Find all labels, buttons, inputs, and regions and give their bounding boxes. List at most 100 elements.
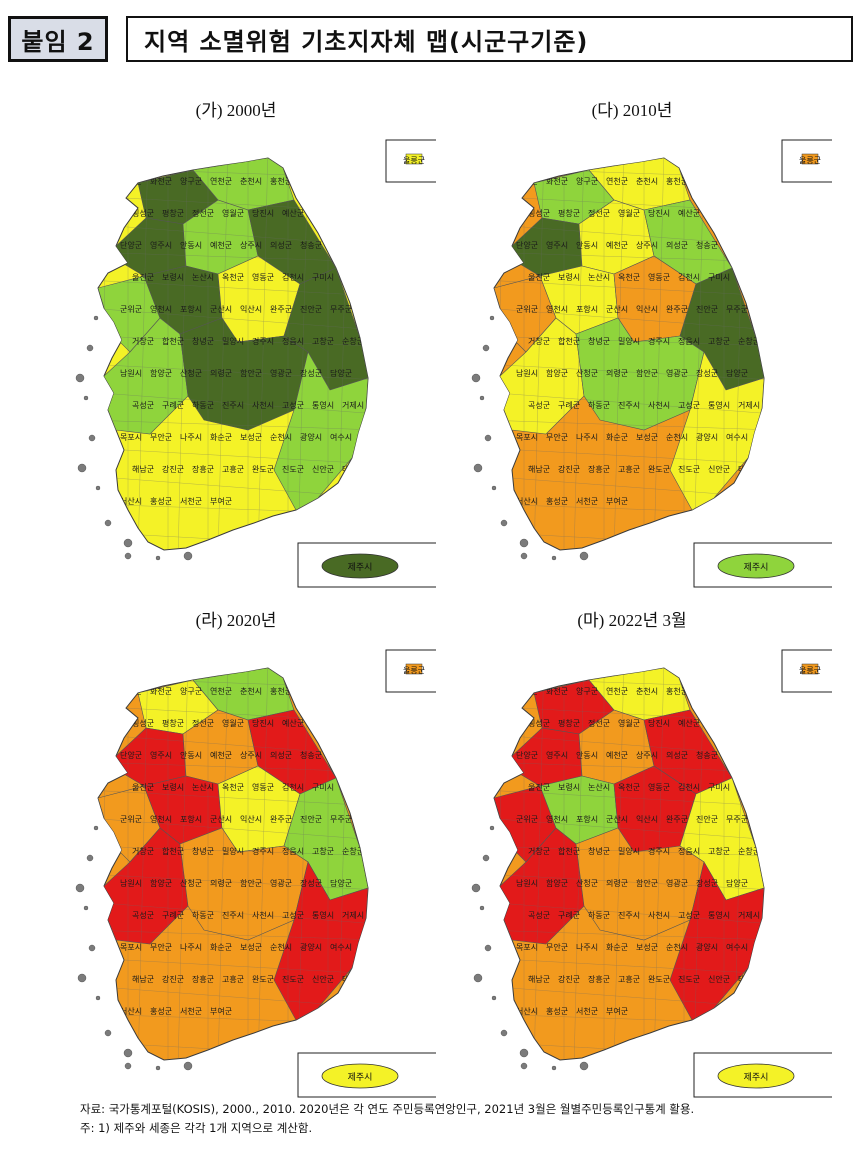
district-label: 군위군 [120,815,142,824]
district-label: 옥천군 [222,782,244,792]
island [183,1061,193,1071]
district-label: 홍천군 [270,686,292,696]
district-label: 태안군 [738,464,760,474]
district-label: 구미시 [708,273,730,282]
district-label: 화순군 [210,943,232,952]
district-label: 횡성군 [132,208,154,218]
district-label: 정읍시 [678,336,700,346]
district-label: 홍천군 [270,176,292,186]
district-label: 밀양시 [618,337,640,346]
district-label: 청양군 [312,719,334,728]
district-label: 상주시 [240,750,262,760]
district-label: 김천시 [678,272,700,282]
district-label: 예천군 [210,750,232,760]
island [482,344,490,352]
district-label: 순천시 [666,432,688,442]
district-label: 무주군 [330,815,352,824]
district-label: 익산시 [636,304,658,314]
attachment-tag: 붙임 2 [8,16,108,62]
district-label: 고성군 [678,911,700,920]
district-label: 옥천군 [618,272,640,282]
district-label: 김천시 [282,782,304,792]
district-label: 무안군 [150,432,172,442]
district-label: 서산시 [516,1006,538,1016]
district-label: 영월군 [618,208,640,218]
district-label: 예천군 [606,240,628,250]
district-label: 예산군 [678,718,700,728]
island [500,519,508,527]
district-label: 청송군 [300,241,322,250]
district-label: 상주시 [636,240,658,250]
island [500,1029,508,1037]
district-label: 진안군 [696,814,718,824]
district-label: 산청군 [576,368,598,378]
island [183,551,193,561]
island [551,1065,557,1071]
district-label: 함양군 [546,369,568,378]
district-label: 영주시 [150,750,172,760]
district-label: 순천시 [270,942,292,952]
island [88,944,96,952]
district-label: 당진시 [252,208,274,218]
district-label: 당진시 [648,208,670,218]
district-label: 밀양시 [618,847,640,856]
district-label: 홍천군 [666,686,688,696]
district-label: 부여군 [606,1006,628,1016]
district-label: 무주군 [726,305,748,314]
source-note: 자료: 국가통계포털(KOSIS), 2000., 2010. 2020년은 각… [80,1102,695,1116]
district-label: 진주시 [618,910,640,920]
ulleung-label: 울릉군 [799,666,821,675]
district-label: 통영시 [312,910,334,920]
district-label: 태안군 [738,974,760,984]
district-label: 영천시 [150,814,172,824]
district-label: 연천군 [606,686,628,696]
district-label: 강진군 [558,464,580,474]
district-label: 해남군 [528,464,550,474]
district-label: 군산시 [210,304,232,314]
island [579,1061,589,1071]
district-label: 영동군 [648,782,670,792]
district-label: 울진군 [132,272,154,282]
district-label: 서천군 [576,496,598,506]
district-label: 여수시 [330,432,352,442]
district-label: 군산시 [606,814,628,824]
district-label: 거제시 [738,911,760,920]
jeju-island [321,553,399,579]
district-label: 칠곡군 [738,273,760,282]
district-label: 양구군 [180,177,202,186]
district-label: 영천시 [150,304,172,314]
district-label: 거창군 [132,337,154,346]
district-label: 서산시 [120,1006,142,1016]
district-label: 해남군 [528,974,550,984]
district-label: 가평군 [300,176,322,186]
island [124,1062,132,1070]
district-label: 상주시 [240,240,262,250]
district-label: 무안군 [150,942,172,952]
district-label: 진도군 [282,464,304,474]
district-label: 영주시 [546,240,568,250]
district-label: 보령시 [162,273,184,282]
district-label: 남원시 [120,879,142,888]
district-label: 광양시 [300,432,322,442]
district-label: 거창군 [528,847,550,856]
district-label: 장성군 [300,878,322,888]
district-label: 홍성군 [546,496,568,506]
district-label: 목포시 [516,943,538,952]
district-label: 가평군 [696,686,718,696]
district-label: 화순군 [606,943,628,952]
district-label: 영천시 [546,304,568,314]
district-label: 산청군 [180,878,202,888]
district-label: 영양군 [330,240,352,250]
district-label: 군위군 [120,305,142,314]
district-label: 영월군 [618,718,640,728]
district-label: 보성군 [636,943,658,952]
district-label: 홍성군 [546,1006,568,1016]
district-label: 진안군 [696,304,718,314]
district-label: 춘천시 [636,176,658,186]
island [473,463,483,473]
footnote: 주: 1) 제주와 세종은 각각 1개 지역으로 계산함. [80,1121,313,1135]
district-label: 곡성군 [528,401,550,410]
district-label: 가평군 [696,176,718,186]
